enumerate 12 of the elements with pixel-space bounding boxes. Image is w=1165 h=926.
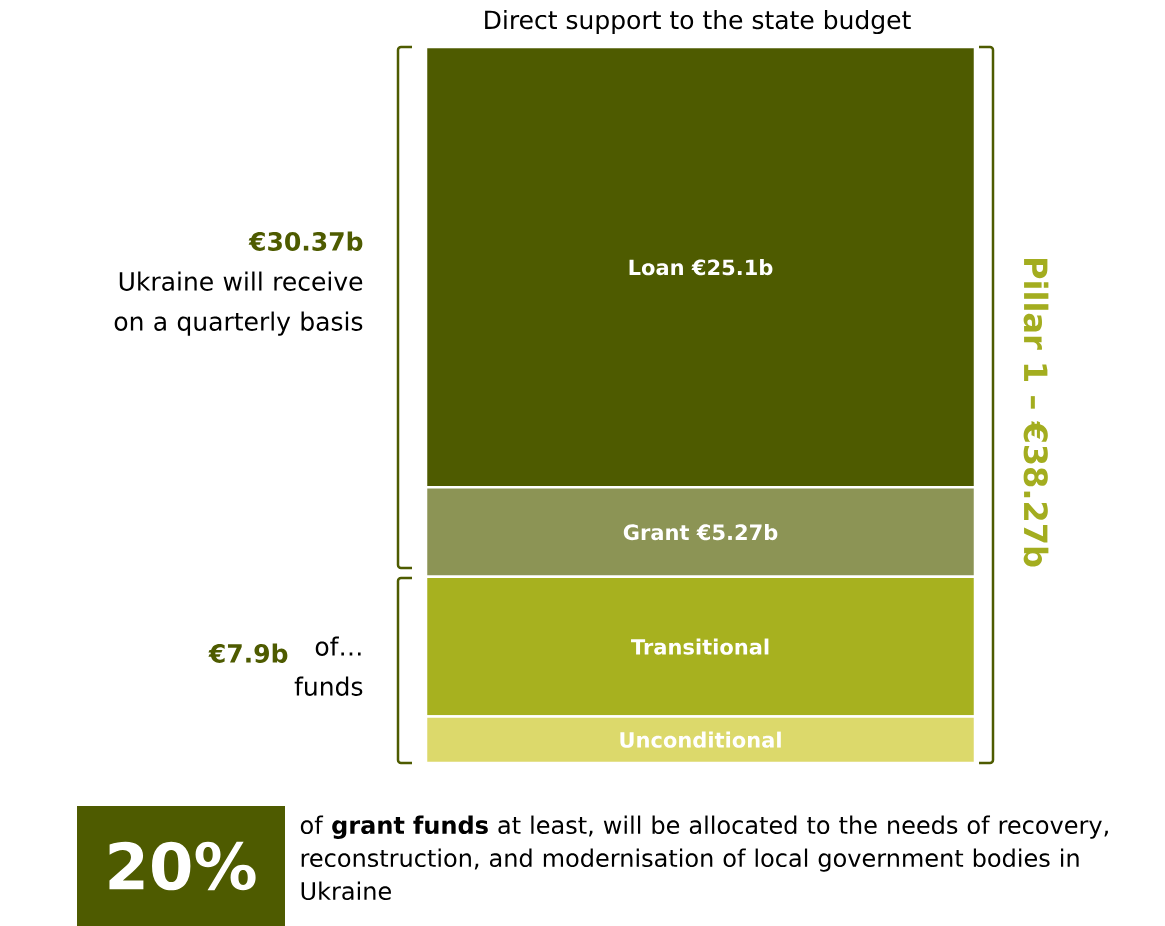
series-label: Grant €5.27b	[623, 523, 778, 541]
text: 20%	[109, 841, 256, 891]
chart-title: Direct support to the state budget	[485, 9, 911, 35]
text: of… funds	[294, 636, 363, 696]
series-label: Loan €25.1b	[629, 259, 773, 276]
series-label: Transitional	[631, 638, 769, 655]
text: Ukraine will receive on a quarterly basis	[114, 271, 363, 336]
text: €7.9b	[208, 643, 288, 663]
series-label: Unconditional	[620, 731, 781, 748]
text: Pillar 1 – €38.27b	[1023, 259, 1049, 567]
text: €30.37b	[248, 231, 363, 251]
text: of grant funds at least, will be allocated to the needs of recovery, reconstruction, and modernisation of local government bodies in Ukraine	[300, 815, 1108, 901]
